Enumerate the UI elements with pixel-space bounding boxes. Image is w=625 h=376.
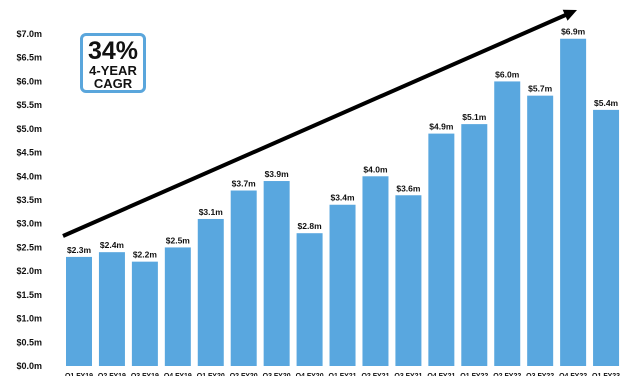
y-tick-label: $6.0m	[16, 76, 42, 86]
bar	[560, 38, 587, 366]
y-tick-label: $6.5m	[16, 53, 42, 63]
bar-data-label: $6.0m	[495, 69, 520, 79]
y-tick-label: $4.5m	[16, 148, 42, 158]
bar-data-label: $2.4m	[100, 240, 125, 250]
x-tick-label: Q2 FY21	[361, 373, 389, 376]
x-tick-label: Q1 FY22	[460, 373, 488, 376]
bar-data-label: $3.1m	[199, 207, 224, 217]
bar	[527, 95, 554, 367]
y-tick-label: $4.0m	[16, 171, 42, 181]
bar-data-label: $2.2m	[133, 250, 158, 260]
bar	[362, 176, 389, 366]
trend-arrow-line	[62, 11, 570, 238]
bar	[329, 204, 356, 366]
x-tick-label: Q4 FY21	[427, 373, 455, 376]
bar	[197, 218, 224, 366]
y-tick-label: $0.5m	[16, 337, 42, 347]
bar	[593, 109, 620, 366]
x-tick-label: Q3 FY20	[263, 373, 291, 376]
y-axis: $0.0m $0.5m $1.0m $1.5m $2.0m $2.5m $3.0m $3.5m…	[16, 29, 42, 371]
bar	[98, 252, 125, 366]
bar-data-label: $3.6m	[396, 183, 421, 193]
bar-data-label: $3.9m	[265, 169, 290, 179]
bar-data-label: $4.9m	[429, 122, 454, 132]
bar	[164, 247, 191, 366]
bar-data-label: $5.7m	[528, 84, 553, 94]
bar-data-label: $2.8m	[298, 221, 323, 231]
bar	[494, 81, 521, 366]
y-tick-label: $2.5m	[16, 242, 42, 252]
bar-data-label: $2.3m	[67, 245, 92, 255]
x-tick-label: Q1 FY23	[592, 373, 620, 376]
x-tick-label: Q3 FY21	[394, 373, 422, 376]
cagr-annotation: 34% 4-YEAR CAGR	[80, 33, 146, 93]
y-tick-label: $7.0m	[16, 29, 42, 39]
trend-arrow	[62, 9, 577, 238]
bars: $2.3m $2.4m $2.2m $2.5m $3.1m $3.7m $3.9m $2.8m…	[66, 27, 620, 367]
x-tick-label: Q2 FY19	[98, 373, 126, 376]
x-tick-label: Q3 FY22	[526, 373, 554, 376]
trend-arrow-head	[562, 9, 577, 21]
bar	[395, 195, 422, 366]
bar-data-label: $6.9m	[561, 27, 586, 37]
cagr-label-line2: CAGR	[93, 76, 133, 91]
bar-data-label: $2.5m	[166, 235, 191, 245]
x-axis: Q1 FY19 Q2 FY19 Q3 FY19 Q4 FY19 Q1 FY20 Q2 FY…	[65, 373, 620, 376]
x-tick-label: Q3 FY19	[131, 373, 159, 376]
bar	[296, 233, 323, 366]
x-tick-label: Q4 FY20	[296, 373, 324, 376]
x-tick-label: Q4 FY22	[559, 373, 587, 376]
bar-data-label: $5.4m	[594, 98, 619, 108]
bar	[230, 190, 257, 366]
y-tick-label: $1.5m	[16, 290, 42, 300]
bar	[66, 256, 92, 366]
cagr-label-line1: 4-YEAR	[89, 63, 137, 78]
cagr-value: 34%	[87, 37, 139, 65]
y-tick-label: $5.0m	[16, 124, 42, 134]
y-tick-label: $3.0m	[16, 219, 42, 229]
bar	[461, 124, 488, 366]
x-tick-label: Q2 FY22	[493, 373, 521, 376]
bar-data-label: $3.7m	[232, 179, 257, 189]
bar	[131, 261, 158, 366]
x-tick-label: Q2 FY20	[230, 373, 258, 376]
x-tick-label: Q1 FY20	[197, 373, 225, 376]
bar-data-label: $4.0m	[363, 164, 388, 174]
bar-data-label: $5.1m	[462, 112, 487, 122]
bar	[428, 133, 455, 366]
y-tick-label: $3.5m	[16, 195, 42, 205]
bar-data-label: $3.4m	[330, 193, 355, 203]
y-tick-label: $1.0m	[16, 314, 42, 324]
bar	[263, 181, 290, 366]
y-tick-label: $0.0m	[16, 361, 42, 371]
x-tick-label: Q4 FY19	[164, 373, 192, 376]
y-tick-label: $2.0m	[16, 266, 42, 276]
x-tick-label: Q1 FY19	[65, 373, 93, 376]
x-tick-label: Q1 FY21	[329, 373, 357, 376]
y-tick-label: $5.5m	[16, 100, 42, 110]
